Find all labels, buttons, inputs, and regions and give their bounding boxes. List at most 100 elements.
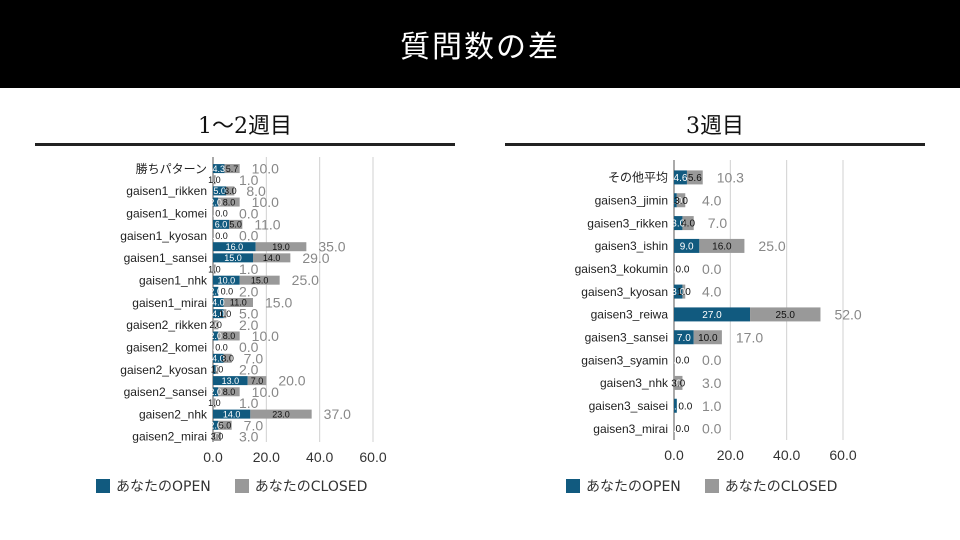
- data-label-open: 15.0: [224, 253, 242, 263]
- data-label-open: 4.3: [212, 164, 225, 174]
- bar-closed: [682, 284, 686, 299]
- legend-swatch-closed: [234, 479, 249, 493]
- bar-open: [213, 164, 225, 174]
- bar-closed: [213, 431, 221, 441]
- legend-label-open: あなたのOPEN: [116, 479, 211, 495]
- x-tick-label: 40.0: [306, 449, 333, 465]
- bar-closed: [223, 298, 253, 307]
- bar-closed: [218, 387, 240, 397]
- category-label: gaisen3_mirai: [593, 422, 668, 436]
- bar-open: [213, 364, 216, 374]
- data-label-open: 0.0: [207, 208, 220, 218]
- bar-closed: [699, 238, 745, 253]
- data-label-total: 0.0: [239, 339, 259, 355]
- legend-label-open: あなたのOPEN: [586, 479, 681, 495]
- data-label-open: 27.0: [702, 310, 722, 321]
- bar-closed: [218, 197, 240, 207]
- bar-open: [213, 186, 227, 196]
- category-label: gaisen3_kokumin: [575, 262, 668, 276]
- bar-open: [674, 307, 751, 322]
- data-label-open: 3.0: [671, 219, 685, 230]
- bar-open: [213, 298, 224, 307]
- category-label: gaisen1_nhk: [139, 274, 208, 288]
- data-label-total: 20.0: [278, 373, 305, 389]
- data-label-total: 17.0: [736, 329, 763, 345]
- category-label: gaisen3_nhk: [600, 376, 669, 390]
- data-label-closed: 16.0: [712, 242, 732, 253]
- data-label-open: 0.0: [207, 398, 220, 408]
- bar-open: [674, 193, 677, 208]
- bar-closed: [239, 275, 280, 285]
- category-label: gaisen3_rikken: [587, 216, 668, 230]
- bar-closed: [682, 216, 694, 231]
- bar-open: [213, 376, 248, 386]
- bar-closed: [250, 409, 312, 419]
- data-label-closed: 25.0: [776, 310, 796, 321]
- data-label-closed: 0.0: [676, 424, 690, 435]
- category-label: gaisen2_kyosan: [120, 363, 207, 377]
- bar-open: [213, 420, 219, 430]
- bar-closed: [218, 420, 232, 430]
- data-label-total: 10.3: [717, 169, 744, 185]
- bar-closed: [224, 164, 240, 174]
- data-label-open: 0.0: [207, 175, 220, 185]
- data-label-closed: 5.6: [688, 173, 702, 184]
- data-label-closed: 0.0: [676, 356, 690, 367]
- data-label-open: 2.0: [209, 197, 222, 207]
- x-tick-label: 0.0: [664, 447, 684, 463]
- legend-item-closed: あなたのCLOSED: [234, 476, 367, 496]
- data-label-closed: 3.0: [211, 432, 224, 442]
- bar-open: [213, 242, 256, 252]
- bar-open: [213, 253, 253, 263]
- bar-closed: [674, 375, 683, 390]
- data-label-closed: 0.0: [221, 287, 234, 297]
- legend-swatch-open: [96, 479, 110, 493]
- data-label-total: 1.0: [239, 172, 259, 188]
- data-label-closed: 8.0: [223, 387, 236, 397]
- data-label-total: 0.0: [239, 228, 259, 244]
- data-label-total: 15.0: [265, 295, 292, 311]
- data-label-total: 4.0: [702, 192, 722, 208]
- data-label-open: 1.0: [668, 401, 682, 412]
- data-label-closed: 0.0: [676, 264, 690, 275]
- x-tick-label: 60.0: [829, 447, 856, 463]
- data-label-open: 0.0: [207, 432, 220, 442]
- data-label-total: 2.0: [239, 362, 259, 378]
- data-label-open: 0.0: [207, 264, 220, 274]
- bar-open: [674, 398, 677, 413]
- data-label-total: 0.0: [702, 352, 722, 368]
- bar-closed: [226, 186, 235, 196]
- data-label-closed: 3.0: [674, 196, 688, 207]
- data-label-total: 29.0: [302, 250, 329, 266]
- data-label-open: 0.0: [668, 424, 682, 435]
- legend-swatch-open: [566, 479, 580, 493]
- data-label-open: 4.0: [212, 298, 225, 308]
- data-label-closed: 3.0: [221, 354, 234, 364]
- legend-item-closed: あなたのCLOSED: [704, 476, 837, 496]
- data-label-closed: 0.0: [215, 231, 228, 241]
- bar-open: [674, 238, 700, 253]
- category-label: gaisen3_reiwa: [591, 308, 669, 322]
- legend-swatch-closed: [704, 479, 719, 493]
- data-label-total: 37.0: [324, 406, 351, 422]
- data-label-open: 16.0: [226, 242, 244, 252]
- x-tick-label: 60.0: [359, 449, 386, 465]
- data-label-open: 9.0: [680, 242, 694, 253]
- data-label-total: 11.0: [254, 216, 280, 232]
- data-label-open: 0.0: [668, 356, 682, 367]
- bar-closed: [255, 242, 307, 252]
- bar-closed: [213, 398, 216, 408]
- category-label: gaisen1_mirai: [132, 296, 207, 310]
- bar-open: [213, 387, 219, 397]
- data-label-closed: 1.0: [208, 398, 221, 408]
- x-tick-label: 0.0: [203, 449, 223, 465]
- data-label-open: 2.0: [209, 421, 222, 431]
- data-label-closed: 1.0: [208, 175, 221, 185]
- data-label-closed: 3.0: [671, 379, 685, 390]
- data-label-open: 14.0: [223, 409, 241, 419]
- category-label: gaisen3_jimin: [595, 194, 668, 208]
- data-label-total: 25.0: [758, 238, 785, 254]
- data-label-total: 3.0: [239, 428, 259, 444]
- data-label-closed: 8.0: [223, 331, 236, 341]
